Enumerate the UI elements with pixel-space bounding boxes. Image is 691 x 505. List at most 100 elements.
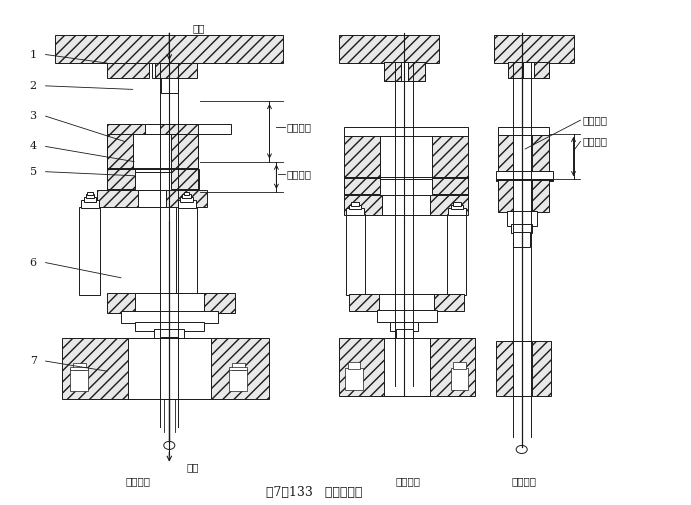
Bar bbox=[62, 338, 269, 399]
Bar bbox=[161, 337, 178, 346]
Bar bbox=[447, 214, 466, 295]
Bar bbox=[498, 179, 549, 212]
Bar bbox=[155, 63, 197, 78]
Bar bbox=[182, 194, 191, 198]
Bar bbox=[107, 169, 135, 189]
Text: 压制行程: 压制行程 bbox=[287, 122, 312, 132]
Bar bbox=[507, 211, 537, 226]
Bar bbox=[496, 171, 553, 181]
Bar bbox=[344, 177, 468, 197]
Text: 4: 4 bbox=[30, 141, 37, 152]
Text: 6: 6 bbox=[30, 258, 37, 268]
Bar bbox=[349, 205, 361, 209]
Bar bbox=[152, 63, 187, 78]
Text: 下缸: 下缸 bbox=[187, 462, 199, 472]
Bar bbox=[70, 367, 88, 370]
Bar bbox=[184, 192, 189, 195]
Bar bbox=[87, 192, 93, 195]
Bar bbox=[384, 62, 425, 81]
Text: 浮动行程: 浮动行程 bbox=[287, 169, 312, 179]
Bar bbox=[351, 202, 359, 206]
Bar bbox=[498, 134, 549, 172]
Bar bbox=[178, 200, 196, 208]
Bar bbox=[451, 368, 468, 390]
Bar bbox=[448, 208, 466, 215]
Text: 装粉位置: 装粉位置 bbox=[126, 476, 151, 486]
Text: 压制位置: 压制位置 bbox=[395, 476, 420, 486]
Text: 5: 5 bbox=[30, 167, 37, 177]
Bar bbox=[432, 134, 468, 179]
Bar bbox=[161, 76, 178, 93]
Bar bbox=[171, 134, 198, 169]
Bar bbox=[408, 62, 425, 81]
Bar bbox=[128, 338, 211, 399]
Text: 1: 1 bbox=[30, 49, 37, 60]
Bar bbox=[135, 322, 204, 331]
Bar bbox=[138, 190, 166, 207]
Bar bbox=[384, 338, 430, 396]
Bar bbox=[498, 127, 549, 135]
Bar bbox=[55, 35, 283, 63]
Bar bbox=[107, 293, 235, 313]
Bar bbox=[339, 338, 475, 396]
Bar bbox=[81, 200, 99, 208]
Bar bbox=[508, 62, 523, 78]
Bar bbox=[344, 178, 380, 194]
Bar bbox=[229, 369, 247, 391]
Bar bbox=[107, 134, 133, 169]
Bar bbox=[107, 124, 145, 134]
Bar bbox=[494, 35, 574, 63]
Bar bbox=[513, 341, 532, 396]
Bar bbox=[107, 132, 198, 172]
Bar bbox=[379, 294, 434, 311]
Bar bbox=[345, 368, 363, 390]
Bar bbox=[348, 362, 360, 369]
Bar bbox=[349, 294, 464, 311]
Bar bbox=[513, 134, 532, 172]
Bar bbox=[377, 310, 437, 322]
Bar bbox=[160, 124, 198, 134]
Bar bbox=[432, 178, 468, 194]
Bar bbox=[344, 134, 380, 179]
Text: 拉下行程: 拉下行程 bbox=[583, 136, 607, 146]
Text: 粉末制件: 粉末制件 bbox=[583, 115, 607, 125]
Bar bbox=[86, 194, 94, 198]
Bar bbox=[145, 124, 160, 134]
Text: 2: 2 bbox=[30, 81, 37, 91]
Bar bbox=[79, 207, 100, 295]
Bar bbox=[107, 124, 231, 134]
Bar bbox=[346, 214, 365, 295]
Bar bbox=[430, 195, 468, 215]
Text: 3: 3 bbox=[30, 111, 37, 121]
Bar bbox=[390, 322, 418, 331]
Bar bbox=[511, 224, 532, 233]
Text: 图7－133   拉下式压制: 图7－133 拉下式压制 bbox=[266, 486, 363, 499]
Bar bbox=[534, 62, 549, 78]
Bar bbox=[384, 62, 401, 81]
Bar bbox=[70, 369, 88, 391]
Bar bbox=[513, 179, 532, 212]
Bar bbox=[107, 168, 198, 192]
Bar bbox=[451, 205, 463, 209]
Text: 7: 7 bbox=[30, 356, 37, 366]
Bar bbox=[344, 195, 382, 215]
Bar bbox=[97, 190, 207, 207]
Text: 拉下位置: 拉下位置 bbox=[511, 476, 536, 486]
Bar bbox=[171, 169, 199, 189]
Bar bbox=[496, 341, 551, 396]
Bar bbox=[229, 367, 247, 370]
Bar bbox=[73, 363, 86, 370]
Bar bbox=[232, 363, 245, 370]
Bar bbox=[346, 208, 364, 215]
Bar bbox=[453, 202, 461, 206]
Bar bbox=[107, 63, 149, 78]
Bar bbox=[339, 35, 439, 63]
Bar bbox=[135, 293, 204, 313]
Bar bbox=[513, 232, 530, 247]
Bar bbox=[508, 62, 549, 78]
Bar bbox=[344, 127, 468, 136]
Text: 上缸: 上缸 bbox=[192, 23, 205, 33]
Bar bbox=[176, 207, 197, 295]
Bar bbox=[496, 179, 553, 180]
Bar bbox=[453, 362, 466, 369]
